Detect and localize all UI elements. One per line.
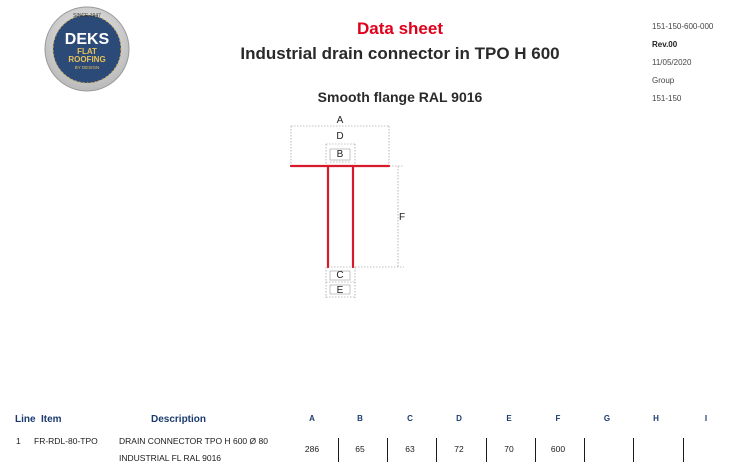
row-value-f: 600 (550, 444, 566, 454)
logo-roofing: ROOFING (68, 55, 105, 64)
logo-by-design: BY DESIGN (75, 65, 99, 70)
dim-label-a: A (337, 115, 344, 126)
deks-logo: SINCE 1947 DEKS FLAT ROOFING BY DESIGN (44, 6, 130, 92)
row-value-a: 286 (304, 444, 320, 454)
column-separator (535, 438, 536, 462)
document-revision: Rev.00 (652, 40, 678, 49)
dim-label-e: E (337, 285, 344, 296)
column-separator (387, 438, 388, 462)
product-subtitle: Smooth flange RAL 9016 (317, 89, 483, 105)
row-value-b: 65 (355, 444, 365, 454)
header-col-f: F (555, 414, 561, 423)
document-meta: 151-150-600-000 Rev.00 11/05/2020 Group … (652, 18, 736, 108)
dim-label-c: C (336, 270, 343, 281)
dimension-boxes (329, 148, 351, 295)
header-col-i: I (704, 414, 708, 423)
document-title: Data sheet (357, 19, 443, 38)
row-value-c: 63 (405, 444, 415, 454)
group-label: Group (652, 76, 675, 85)
row-value-d: 72 (454, 444, 464, 454)
row-description-line2: INDUSTRIAL FL RAL 9016 (119, 453, 222, 463)
header-col-c: C (407, 414, 413, 423)
logo-brand: DEKS (65, 31, 110, 48)
row-item-code: FR-RDL-80-TPO (34, 436, 98, 446)
dim-label-f: F (399, 212, 405, 223)
dim-label-d: D (336, 131, 343, 142)
dim-label-b: B (337, 149, 344, 160)
header-col-b: B (357, 414, 363, 423)
column-separator (584, 438, 585, 462)
column-separator (338, 438, 339, 462)
header-description: Description (151, 414, 207, 425)
header-line: Line (15, 414, 36, 425)
header-col-e: E (506, 414, 512, 423)
column-separator (633, 438, 634, 462)
column-separator (436, 438, 437, 462)
part-outline (289, 164, 391, 269)
document-code: 151-150-600-000 (652, 22, 714, 31)
row-line-number: 1 (16, 436, 21, 446)
document-date: 11/05/2020 (652, 58, 692, 67)
logo-flat: FLAT (77, 47, 97, 56)
header-col-a: A (309, 414, 315, 423)
header-col-h: H (653, 414, 659, 423)
row-description-line1: DRAIN CONNECTOR TPO H 600 Ø 80 (119, 436, 268, 446)
row-value-e: 70 (504, 444, 514, 454)
header-col-g: G (603, 414, 611, 423)
header: Data sheet Industrial drain connector in… (200, 18, 600, 66)
product-name: Industrial drain connector in TPO H 600 (240, 44, 560, 63)
header-item: Item (41, 414, 62, 425)
column-separator (486, 438, 487, 462)
dimension-guides (290, 125, 404, 298)
header-col-d: D (456, 414, 462, 423)
group-value: 151-150 (652, 94, 682, 103)
column-separator (683, 438, 684, 462)
logo-since: SINCE 1947 (73, 13, 101, 19)
technical-drawing: A D B F C E (289, 115, 405, 298)
